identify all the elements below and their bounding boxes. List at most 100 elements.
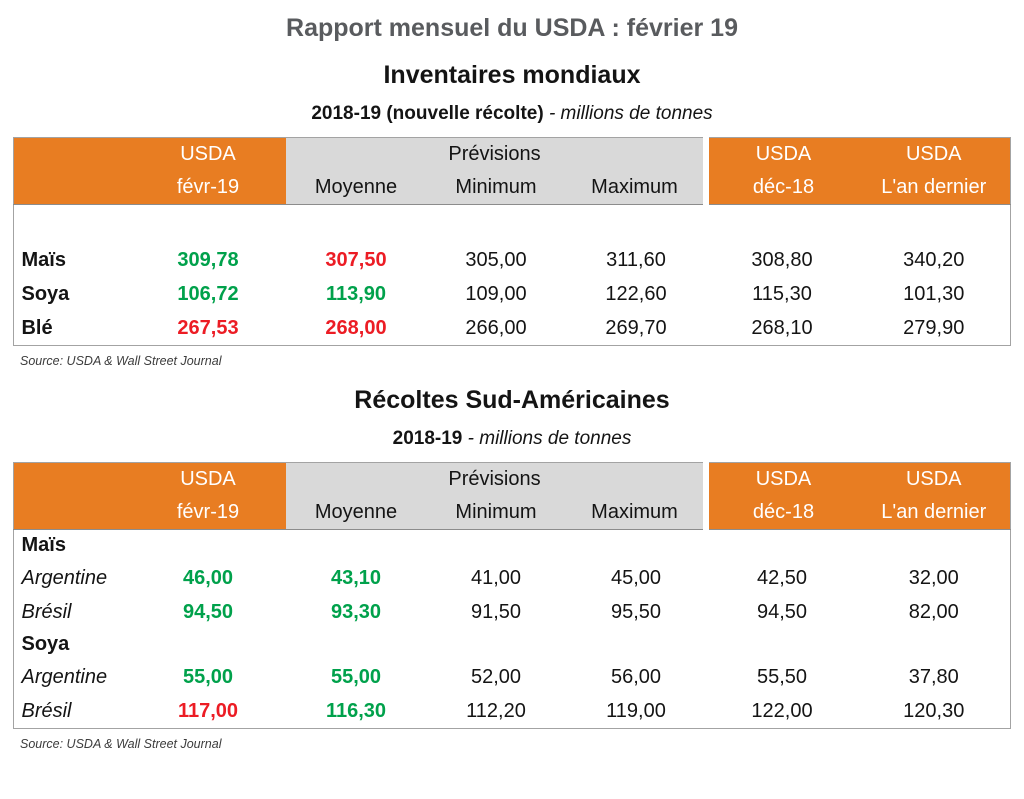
- row-label: Brésil: [21, 600, 72, 623]
- header-row-top: USDA Prévisions USDA USDA: [13, 137, 1010, 171]
- value-cell: 56,00: [610, 665, 662, 688]
- value-cell: 109,00: [465, 282, 527, 305]
- value-cell: 94,50: [182, 600, 234, 623]
- value-cell: 42,50: [756, 566, 808, 589]
- value-cell: 95,50: [610, 600, 662, 623]
- value-cell: 55,00: [182, 665, 234, 688]
- value-cell: 269,70: [605, 316, 667, 339]
- header-row-sub: févr-19 Moyenne Minimum Maximum déc-18 L…: [13, 171, 1010, 205]
- value-cell: 309,78: [177, 248, 239, 271]
- subtitle-bold: 2018-19: [392, 428, 463, 449]
- section-heading: Récoltes Sud-Américaines: [354, 386, 670, 414]
- header-usda-fevr: USDA: [129, 137, 286, 171]
- crop-group-row: Maïs: [13, 529, 1010, 561]
- inventaires-table: USDA Prévisions USDA USDA févr-19 Moyenn…: [13, 137, 1011, 346]
- value-cell: 112,20: [466, 699, 526, 722]
- row-label: Maïs: [21, 248, 66, 271]
- subtitle-italic: - millions de tonnes: [543, 103, 713, 124]
- value-cell: 340,20: [903, 248, 965, 271]
- section-subtitle: 2018-19 - millions de tonnes: [0, 428, 1024, 450]
- row-label: Soya: [21, 282, 70, 305]
- value-cell: 55,00: [330, 665, 382, 688]
- source-note: Source: USDA & Wall Street Journal: [20, 354, 222, 368]
- header-moyenne: Moyenne: [285, 496, 426, 530]
- data-row: Argentine 55,00 55,00 52,00 56,00 55,50 37,80: [14, 660, 1010, 694]
- value-cell: 91,50: [470, 600, 522, 623]
- header-row-top: USDA Prévisions USDA USDA: [13, 462, 1010, 496]
- row-label: Maïs: [13, 529, 130, 561]
- value-cell: 268,10: [751, 316, 813, 339]
- header-dec-18: déc-18: [703, 171, 858, 205]
- value-cell: 106,72: [177, 282, 239, 305]
- empty-cells: [129, 529, 1010, 561]
- inventaires-table-body: Maïs 309,78 307,50 305,00 311,60 308,80 340,20…: [13, 204, 1010, 346]
- data-row: Soya 106,72 113,90 109,00 122,60 115,30 101,30: [14, 277, 1010, 311]
- header-usda-dec: USDA: [703, 137, 858, 171]
- value-cell: 279,90: [903, 316, 965, 339]
- value-cell: 93,30: [330, 600, 382, 623]
- value-cell: 311,60: [606, 248, 666, 271]
- subtitle-italic: - millions de tonnes: [462, 428, 632, 449]
- section-inventaires-mondiaux: Inventaires mondiaux 2018-19 (nouvelle r…: [0, 61, 1024, 368]
- row-label: [13, 204, 130, 243]
- value-cell: 37,80: [908, 665, 959, 688]
- header-usda-lastyear: USDA: [858, 137, 1010, 171]
- empty-cells: [129, 204, 1010, 243]
- value-cell: 115,30: [752, 282, 812, 305]
- value-cell: 55,50: [756, 665, 808, 688]
- row-label: Argentine: [21, 566, 108, 589]
- value-cell: 122,00: [751, 699, 813, 722]
- value-cell: 45,00: [610, 566, 662, 589]
- header-lan-dernier: L'an dernier: [858, 496, 1010, 530]
- value-cell: 43,10: [330, 566, 382, 589]
- value-cell: 119,00: [606, 699, 666, 722]
- header-corner-sub: [13, 171, 130, 205]
- table-header: USDA Prévisions USDA USDA févr-19 Moyenn…: [13, 137, 1010, 205]
- section-recoltes-sud-americaines: Récoltes Sud-Américaines 2018-19 - milli…: [0, 386, 1024, 751]
- header-corner: [13, 137, 130, 171]
- header-fevr-19: févr-19: [129, 171, 286, 205]
- value-cell: 120,30: [903, 699, 965, 722]
- header-maximum: Maximum: [565, 171, 706, 205]
- data-row: Brésil 117,00 116,30 112,20 119,00 122,00 120,…: [14, 694, 1010, 729]
- header-previsions: Prévisions: [285, 462, 706, 496]
- data-row: Maïs 309,78 307,50 305,00 311,60 308,80 340,20: [14, 243, 1010, 277]
- value-cell: 46,00: [182, 566, 234, 589]
- spacer-row: [13, 204, 1010, 243]
- value-cell: 82,00: [908, 600, 959, 623]
- value-cell: 113,90: [325, 282, 387, 305]
- value-cell: 122,60: [605, 282, 667, 305]
- value-cell: 41,00: [470, 566, 522, 589]
- row-label: Blé: [21, 316, 53, 339]
- header-usda-dec: USDA: [703, 462, 858, 496]
- value-cell: 116,30: [325, 699, 387, 722]
- header-moyenne: Moyenne: [285, 171, 426, 205]
- empty-cells: [130, 629, 1010, 660]
- data-row: Brésil 94,50 93,30 91,50 95,50 94,50 82,00: [14, 595, 1010, 629]
- row-label: Brésil: [21, 699, 72, 722]
- header-dec-18: déc-18: [703, 496, 858, 530]
- data-row: Argentine 46,00 43,10 41,00 45,00 42,50 32,00: [14, 561, 1010, 595]
- section-heading: Inventaires mondiaux: [383, 61, 641, 89]
- header-corner-sub: [13, 496, 130, 530]
- header-usda-fevr: USDA: [129, 462, 286, 496]
- value-cell: 267,53: [177, 316, 239, 339]
- row-label: Argentine: [21, 665, 108, 688]
- header-usda-lastyear: USDA: [858, 462, 1010, 496]
- header-row-sub: févr-19 Moyenne Minimum Maximum déc-18 L…: [13, 496, 1010, 530]
- header-maximum: Maximum: [565, 496, 706, 530]
- value-cell: 94,50: [756, 600, 808, 623]
- value-cell: 268,00: [325, 316, 387, 339]
- data-row: Blé 267,53 268,00 266,00 269,70 268,10 279,90: [14, 311, 1010, 346]
- header-corner: [13, 462, 130, 496]
- value-cell: 307,50: [325, 248, 387, 271]
- value-cell: 32,00: [908, 566, 959, 589]
- source-note: Source: USDA & Wall Street Journal: [20, 737, 222, 751]
- report-title: Rapport mensuel du USDA : février 19: [286, 14, 738, 42]
- value-cell: 117,00: [177, 699, 239, 722]
- header-previsions: Prévisions: [285, 137, 706, 171]
- recoltes-table-body: Maïs Argentine 46,00 43,10 41,00 45,00 42,50 32…: [13, 529, 1010, 729]
- crop-group-row: Soya: [14, 629, 1010, 660]
- header-minimum: Minimum: [425, 171, 566, 205]
- header-fevr-19: févr-19: [129, 496, 286, 530]
